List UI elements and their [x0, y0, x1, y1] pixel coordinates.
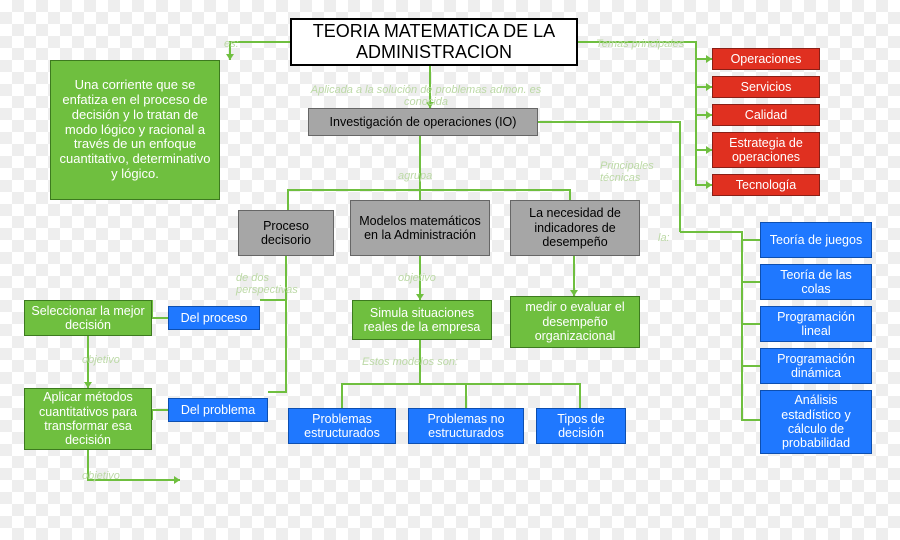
- necesidad-indicadores: La necesidad de indicadores de desempeño: [510, 200, 640, 256]
- topic-estrategia: Estrategia de operaciones: [712, 132, 820, 168]
- programacion-lineal: Programación lineal: [760, 306, 872, 342]
- programacion-dinamica: Programación dinámica: [760, 348, 872, 384]
- modelos-matematicos: Modelos matemáticos en la Administración: [350, 200, 490, 256]
- definition-box: Una corriente que se enfatiza en el proc…: [50, 60, 220, 200]
- ghost-la: la:: [658, 232, 670, 244]
- analisis-estadistico: Análisis estadístico y cálculo de probab…: [760, 390, 872, 454]
- problemas-estructurados: Problemas estructurados: [288, 408, 396, 444]
- io-box: Investigación de operaciones (IO): [308, 108, 538, 136]
- simula-situaciones: Simula situaciones reales de la empresa: [352, 300, 492, 340]
- ghost-objetivo-2: objetivo: [82, 470, 120, 482]
- proceso-decisorio: Proceso decisorio: [238, 210, 334, 256]
- ghost-temas: Temas principales: [596, 38, 684, 50]
- topic-tecnologia: Tecnología: [712, 174, 820, 196]
- tipos-decision: Tipos de decisión: [536, 408, 626, 444]
- ghost-principales: Principales técnicas: [600, 160, 680, 184]
- topic-servicios: Servicios: [712, 76, 820, 98]
- title-box: TEORIA MATEMATICA DE LA ADMINISTRACION: [290, 18, 578, 66]
- medir-evaluar: medir o evaluar el desempeño organizacio…: [510, 296, 640, 348]
- seleccionar-decision: Seleccionar la mejor decisión: [24, 300, 152, 336]
- ghost-agrupa: agrupa: [398, 170, 432, 182]
- ghost-estos-modelos: Estos modelos son:: [362, 356, 458, 368]
- del-proceso: Del proceso: [168, 306, 260, 330]
- topic-calidad: Calidad: [712, 104, 820, 126]
- teoria-colas: Teoría de las colas: [760, 264, 872, 300]
- ghost-es: es:: [224, 38, 239, 50]
- ghost-dos-perspectivas: de dos perspectivas: [236, 272, 326, 296]
- teoria-juegos: Teoría de juegos: [760, 222, 872, 258]
- del-problema: Del problema: [168, 398, 268, 422]
- ghost-objetivo-3: objetivo: [398, 272, 436, 284]
- problemas-no-estructurados: Problemas no estructurados: [408, 408, 524, 444]
- ghost-aplicada: Aplicada a la solución de problemas admo…: [296, 84, 556, 108]
- aplicar-metodos: Aplicar métodos cuantitativos para trans…: [24, 388, 152, 450]
- topic-operaciones: Operaciones: [712, 48, 820, 70]
- ghost-objetivo-1: objetivo: [82, 354, 120, 366]
